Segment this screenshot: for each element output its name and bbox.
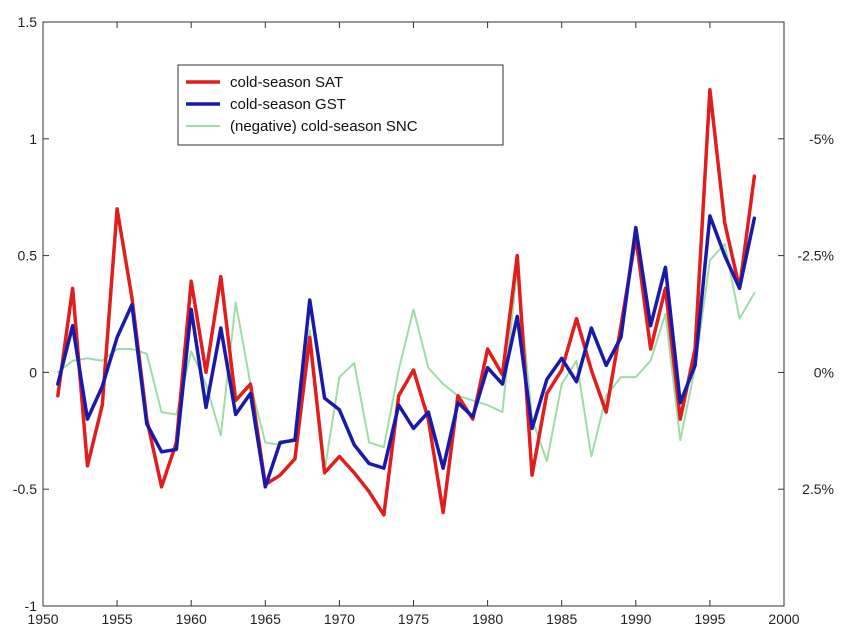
series-line-snc — [58, 244, 755, 471]
y-tick-label: -1 — [25, 598, 38, 614]
y-tick-label: 1 — [29, 131, 37, 147]
x-tick-label: 1965 — [250, 611, 281, 627]
y-tick-label: 0 — [29, 364, 37, 380]
y-axis: -1 -0.5 0 0.5 1 1.5 — [13, 14, 49, 614]
x-tick-label: 1960 — [176, 611, 207, 627]
right-axis: -5% -2.5% 0% 2.5% — [778, 131, 834, 497]
legend-label-sat: cold-season SAT — [230, 74, 343, 91]
right-tick-label: -5% — [809, 131, 834, 147]
x-tick-label: 1980 — [472, 611, 503, 627]
y-tick-label: 1.5 — [18, 14, 38, 30]
x-tick-label: 1995 — [694, 611, 725, 627]
y-tick-label: -0.5 — [13, 481, 37, 497]
x-tick-label: 1985 — [546, 611, 577, 627]
series-line-gst — [58, 216, 755, 487]
x-tick-label: 1975 — [398, 611, 429, 627]
right-tick-label: 0% — [814, 364, 834, 380]
legend-label-gst: cold-season GST — [230, 96, 346, 113]
legend-label-snc: (negative) cold-season SNC — [230, 118, 418, 135]
x-tick-label: 2000 — [768, 611, 799, 627]
right-tick-label: 2.5% — [802, 481, 834, 497]
right-tick-label: -2.5% — [797, 248, 834, 264]
y-tick-label: 0.5 — [18, 248, 38, 264]
legend: cold-season SAT cold-season GST (negative)… — [178, 65, 503, 145]
x-tick-label: 1990 — [620, 611, 651, 627]
series-layer — [58, 90, 755, 515]
x-tick-label: 1970 — [324, 611, 355, 627]
x-tick-label: 1955 — [102, 611, 133, 627]
